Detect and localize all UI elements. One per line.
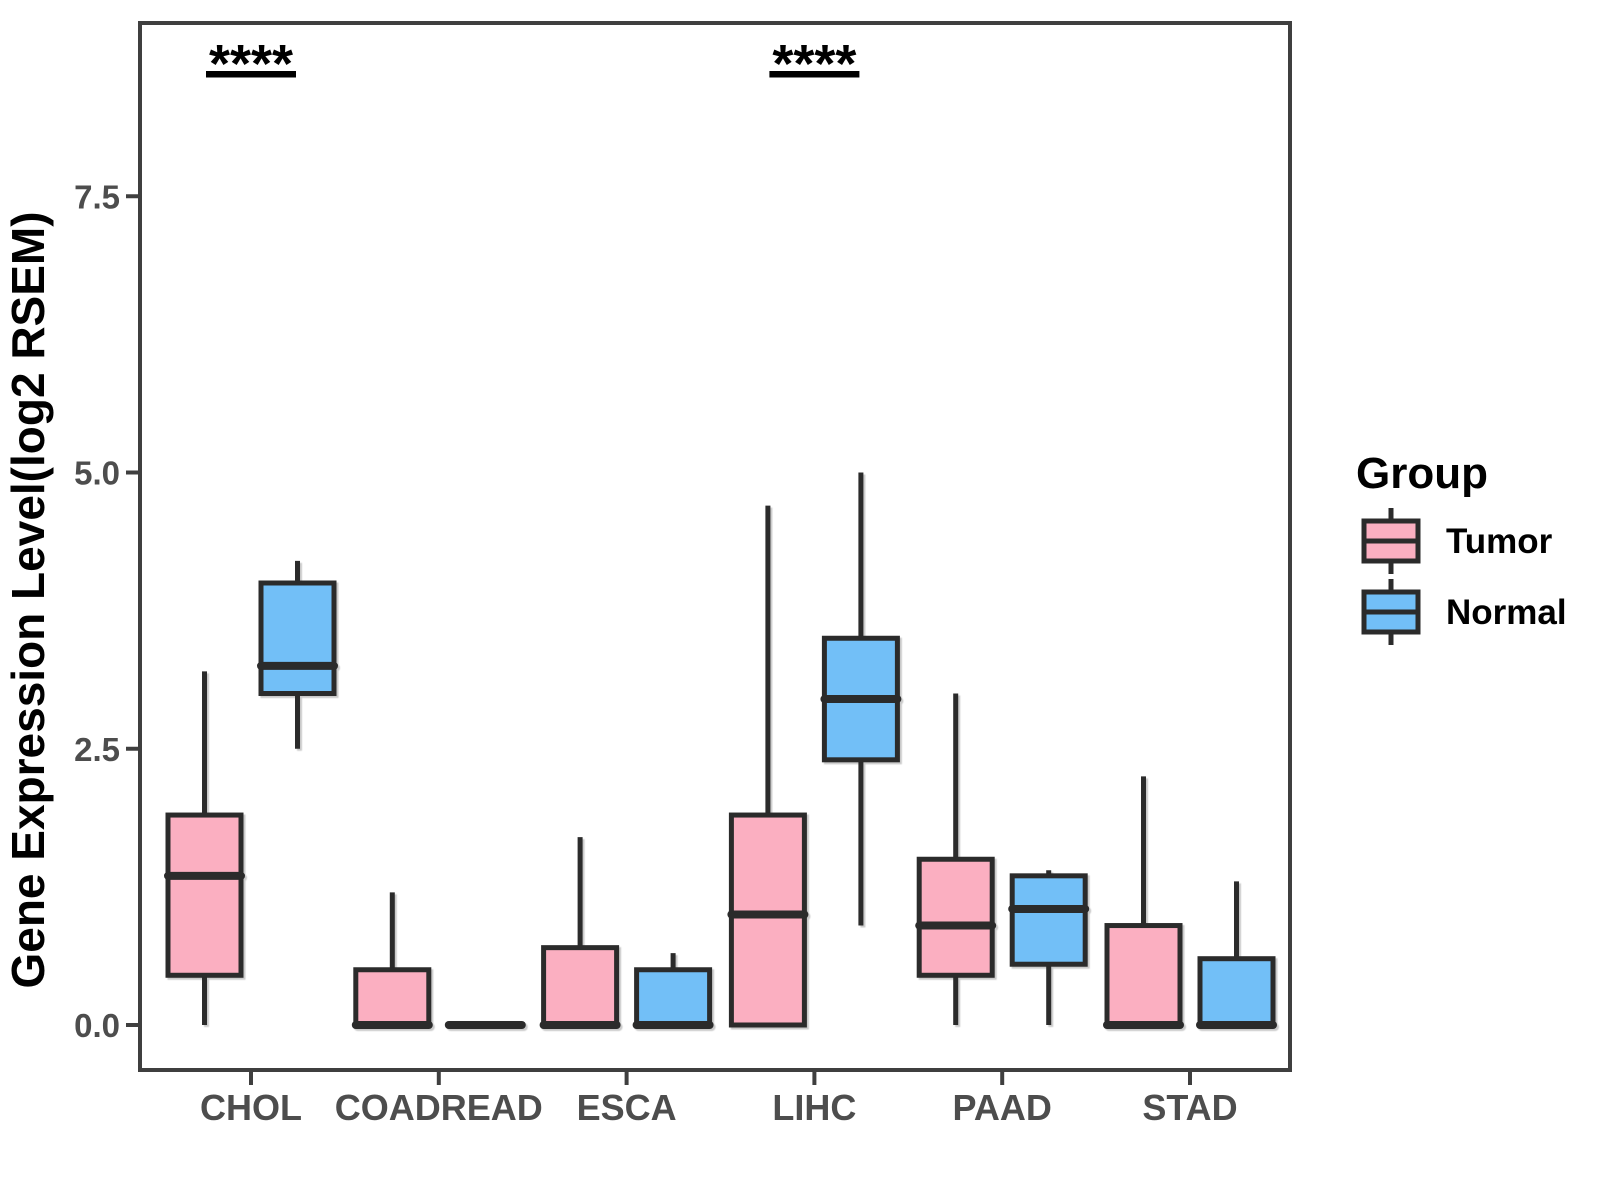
plot-panel bbox=[138, 21, 1292, 1072]
boxplot-paad-normal bbox=[1008, 870, 1090, 1025]
axes: 0.0 2.5 5.0 7.5 CHOL COADREAD ESCA LIHC PAAD STAD bbox=[74, 178, 1238, 1128]
boxplot-esca-tumor bbox=[539, 837, 621, 1029]
boxplot-paad-tumor bbox=[915, 693, 997, 1025]
legend-item-tumor: Tumor bbox=[1361, 508, 1553, 574]
legend-label-tumor: Tumor bbox=[1446, 522, 1553, 561]
panel-border bbox=[138, 21, 1292, 1072]
significance-lihc: **** bbox=[769, 34, 860, 94]
x-tick-label-stad: STAD bbox=[1142, 1087, 1237, 1128]
boxplot-lihc-tumor bbox=[727, 505, 809, 1028]
x-tick-label-chol: CHOL bbox=[200, 1087, 302, 1128]
iqr-box-lihc-tumor bbox=[728, 812, 807, 1028]
x-tick-label-paad: PAAD bbox=[953, 1087, 1052, 1128]
iqr-box-esca-normal bbox=[634, 967, 713, 1028]
iqr-box-esca-tumor bbox=[541, 945, 620, 1028]
x-tick-label-lihc: LIHC bbox=[772, 1087, 856, 1128]
y-tick-label: 2.5 bbox=[74, 731, 120, 768]
significance-chol: **** bbox=[206, 34, 296, 94]
boxplot-stad-tumor bbox=[1103, 776, 1184, 1029]
y-tick-label: 0.0 bbox=[74, 1007, 120, 1044]
significance-stars: **** bbox=[209, 34, 293, 94]
iqr-box-coadread-tumor bbox=[353, 967, 432, 1028]
legend-label-normal: Normal bbox=[1446, 593, 1567, 632]
boxplot-coadread-tumor bbox=[351, 892, 433, 1029]
iqr-box-stad-normal bbox=[1197, 956, 1276, 1028]
boxplots bbox=[164, 472, 1277, 1029]
legend-item-normal: Normal bbox=[1361, 579, 1567, 645]
iqr-box-paad-normal bbox=[1009, 873, 1088, 967]
boxplot-stad-normal bbox=[1196, 881, 1277, 1029]
boxplot-esca-normal bbox=[632, 953, 714, 1029]
x-tick-label-coadread: COADREAD bbox=[335, 1087, 543, 1128]
boxplot-lihc-normal bbox=[820, 472, 902, 926]
significance-bar bbox=[206, 71, 296, 78]
boxplot-chol-tumor bbox=[164, 671, 245, 1025]
significance-stars: **** bbox=[772, 34, 856, 94]
boxplot-chol-normal bbox=[257, 560, 338, 749]
iqr-box-chol-tumor bbox=[165, 812, 244, 978]
iqr-box-paad-tumor bbox=[916, 856, 995, 978]
legend-title: Group bbox=[1356, 449, 1488, 498]
y-tick-label: 7.5 bbox=[74, 178, 120, 215]
legend: Group Tumor Normal bbox=[1356, 449, 1567, 645]
significance-bar bbox=[769, 71, 860, 78]
iqr-box-stad-tumor bbox=[1104, 923, 1183, 1028]
y-axis-title: Gene Expression Level(log2 RSEM) bbox=[2, 211, 54, 988]
iqr-box-chol-normal bbox=[258, 580, 337, 696]
significance-annotations: **** **** bbox=[206, 34, 860, 94]
y-tick-label: 5.0 bbox=[74, 455, 120, 492]
x-tick-label-esca: ESCA bbox=[577, 1087, 677, 1128]
